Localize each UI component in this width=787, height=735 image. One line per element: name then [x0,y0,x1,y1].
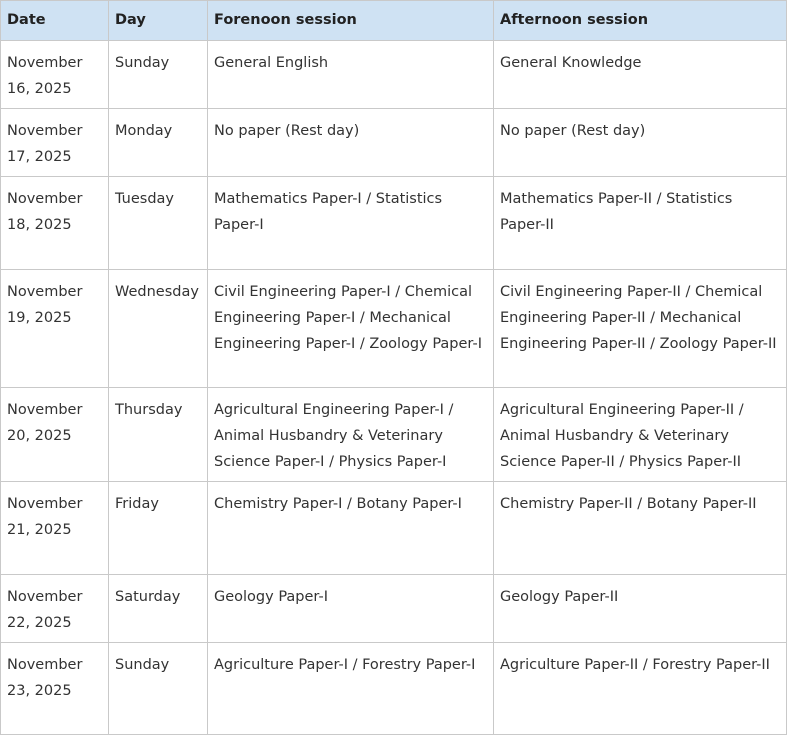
forenoon-cell: Chemistry Paper-I / Botany Paper-I [207,481,494,575]
schedule-row: November 22, 2025 Saturday Geology Paper-I… [0,574,787,643]
date-cell: November 20, 2025 [0,387,109,482]
afternoon-cell: General Knowledge [493,40,787,109]
forenoon-cell: Geology Paper-I [207,574,494,643]
schedule-row: November 19, 2025 Wednesday Civil Engineer… [0,269,787,388]
schedule-row: November 17, 2025 Monday No paper (Rest da… [0,108,787,177]
afternoon-cell: Agriculture Paper-II / Forestry Paper-II [493,642,787,735]
date-cell: November 18, 2025 [0,176,109,270]
date-cell: November 21, 2025 [0,481,109,575]
column-header: Date [0,0,109,41]
day-cell: Friday [108,481,208,575]
day-cell: Sunday [108,40,208,109]
column-header: Afternoon session [493,0,787,41]
date-cell: November 22, 2025 [0,574,109,643]
afternoon-cell: Agricultural Engineering Paper-II / Anim… [493,387,787,482]
schedule-row: November 23, 2025 Sunday Agriculture Paper… [0,642,787,735]
column-header: Day [108,0,208,41]
day-cell: Monday [108,108,208,177]
afternoon-cell: Civil Engineering Paper-II / Chemical En… [493,269,787,388]
afternoon-cell: Geology Paper-II [493,574,787,643]
schedule-row: November 18, 2025 Tuesday Mathematics Pape… [0,176,787,270]
afternoon-cell: No paper (Rest day) [493,108,787,177]
afternoon-cell: Mathematics Paper-II / Statistics Paper-… [493,176,787,270]
column-header: Forenoon session [207,0,494,41]
date-cell: November 17, 2025 [0,108,109,177]
day-cell: Tuesday [108,176,208,270]
afternoon-cell: Chemistry Paper-II / Botany Paper-II [493,481,787,575]
header-row: Date Day Forenoon session Afternoon session [0,0,787,41]
day-cell: Saturday [108,574,208,643]
date-cell: November 16, 2025 [0,40,109,109]
schedule-row: November 21, 2025 Friday Chemistry Paper-I… [0,481,787,575]
date-cell: November 23, 2025 [0,642,109,735]
schedule-row: November 20, 2025 Thursday Agricultural En… [0,387,787,482]
forenoon-cell: Agriculture Paper-I / Forestry Paper-I [207,642,494,735]
forenoon-cell: Agricultural Engineering Paper-I / Anima… [207,387,494,482]
day-cell: Sunday [108,642,208,735]
date-cell: November 19, 2025 [0,269,109,388]
forenoon-cell: General English [207,40,494,109]
schedule-row: November 16, 2025 Sunday General English Ge… [0,40,787,109]
forenoon-cell: No paper (Rest day) [207,108,494,177]
forenoon-cell: Mathematics Paper-I / Statistics Paper-I [207,176,494,270]
day-cell: Wednesday [108,269,208,388]
day-cell: Thursday [108,387,208,482]
forenoon-cell: Civil Engineering Paper-I / Chemical Eng… [207,269,494,388]
